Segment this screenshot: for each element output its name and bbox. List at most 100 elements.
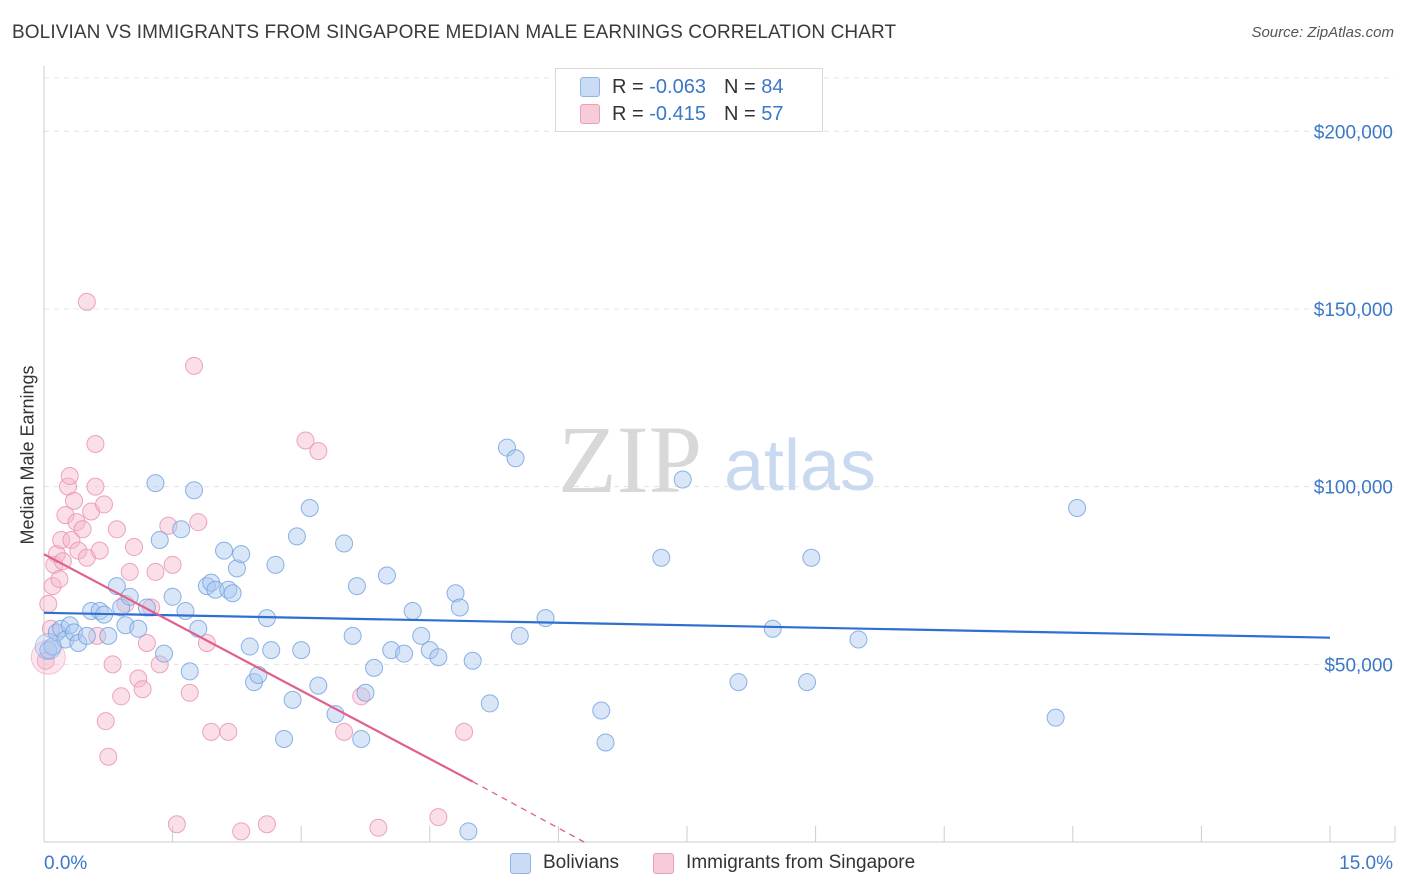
n-value: 84 xyxy=(761,75,784,98)
bolivians-point xyxy=(763,619,782,638)
bolivians-point xyxy=(412,626,431,645)
singapore-point xyxy=(103,655,122,674)
bolivians-point xyxy=(365,658,384,677)
legend-item-bolivians: Bolivians xyxy=(510,852,619,874)
bolivians-point xyxy=(176,602,195,621)
bolivians-point xyxy=(232,545,251,564)
bolivians-swatch xyxy=(580,77,600,97)
singapore-point xyxy=(163,555,182,574)
singapore-point xyxy=(296,431,315,450)
bolivians-point xyxy=(189,619,208,638)
singapore-point xyxy=(107,520,126,539)
bolivians-point xyxy=(227,559,246,578)
bolivians-point xyxy=(343,626,362,645)
bolivians-point xyxy=(596,733,615,752)
bolivians-point xyxy=(403,602,422,621)
stats-legend: R = -0.063 N = 84 R = -0.415 N = 57 xyxy=(555,68,823,132)
bolivians-point xyxy=(429,648,448,667)
bolivians-point xyxy=(729,673,748,692)
bolivians-point xyxy=(673,470,692,489)
legend-label: Bolivians xyxy=(543,852,620,873)
bolivians-point xyxy=(99,626,118,645)
bolivians-point xyxy=(185,481,204,500)
singapore-point xyxy=(335,722,354,741)
bolivians-point xyxy=(275,729,294,748)
stats-legend-row-singapore: R = -0.415 N = 57 xyxy=(580,102,783,126)
r-label: R = xyxy=(612,75,644,98)
singapore-point xyxy=(39,594,58,613)
bolivians-point xyxy=(309,676,328,695)
bolivians-point xyxy=(129,619,148,638)
singapore-legend-swatch xyxy=(653,852,675,874)
bolivians-point xyxy=(146,474,165,493)
y-tick-label: $200,000 xyxy=(1314,122,1393,143)
bolivians-point xyxy=(506,449,525,468)
bolivians-point xyxy=(283,690,302,709)
bolivians-point xyxy=(352,729,371,748)
x-tick-label: 0.0% xyxy=(44,853,87,874)
singapore-point xyxy=(167,815,186,834)
singapore-point xyxy=(125,538,144,557)
bolivians-point xyxy=(77,626,96,645)
singapore-point xyxy=(41,619,60,638)
bolivians-point xyxy=(215,541,234,560)
n-value: 57 xyxy=(761,102,784,125)
bolivians-point xyxy=(223,584,242,603)
bolivians-point xyxy=(172,520,191,539)
y-tick-label: $100,000 xyxy=(1314,478,1393,499)
bolivians-point xyxy=(1068,498,1087,517)
bolivians-point xyxy=(652,548,671,567)
singapore-point xyxy=(52,530,71,549)
singapore-point xyxy=(99,747,118,766)
tick-labels: $50,000 $100,000 $150,000 $200,000 0.0% 15.0% xyxy=(44,122,1393,874)
r-label: R = xyxy=(612,102,644,125)
singapore-trend-line xyxy=(43,553,474,783)
singapore-point xyxy=(86,435,105,454)
singapore-point xyxy=(232,822,251,841)
bolivians-trend-line xyxy=(43,611,1331,639)
singapore-trend-extension xyxy=(472,781,585,843)
bolivians-point xyxy=(480,694,499,713)
singapore-point xyxy=(77,292,96,311)
singapore-point xyxy=(257,815,276,834)
bolivians-point xyxy=(592,701,611,720)
bolivians-point xyxy=(206,580,225,599)
singapore-point xyxy=(43,577,62,596)
singapore-point xyxy=(73,520,92,539)
bolivians-point xyxy=(395,644,414,663)
legend-label: Immigrants from Singapore xyxy=(686,852,916,873)
bolivians-point xyxy=(150,530,169,549)
series-singapore-points xyxy=(30,292,474,841)
x-tick-label: 15.0% xyxy=(1339,853,1393,874)
r-value: -0.063 xyxy=(649,75,706,98)
bolivians-point xyxy=(287,527,306,546)
bolivians-point xyxy=(347,577,366,596)
bolivians-point xyxy=(450,598,469,617)
singapore-swatch xyxy=(580,104,600,124)
bolivians-point xyxy=(459,822,478,841)
bolivians-point xyxy=(510,626,529,645)
chart-title: BOLIVIAN VS IMMIGRANTS FROM SINGAPORE ME… xyxy=(12,22,897,43)
bolivians-point xyxy=(137,598,156,617)
singapore-point xyxy=(429,808,448,827)
singapore-point xyxy=(369,818,388,837)
singapore-point xyxy=(96,712,115,731)
bolivians-point xyxy=(292,641,311,660)
bolivians-point xyxy=(155,644,174,663)
stats-legend-row-bolivians: R = -0.063 N = 84 xyxy=(580,75,783,99)
singapore-point xyxy=(150,655,169,674)
bolivians-legend-swatch xyxy=(510,852,531,874)
singapore-point xyxy=(202,722,221,741)
singapore-point xyxy=(455,722,474,741)
singapore-point xyxy=(120,562,139,581)
y-tick-label: $50,000 xyxy=(1324,655,1393,676)
bolivians-point xyxy=(266,555,285,574)
bolivians-point xyxy=(1046,708,1065,727)
source-label: Source: ZipAtlas.com xyxy=(1251,24,1394,41)
singapore-point xyxy=(67,513,86,532)
series-legend: Bolivians Immigrants from Singapore xyxy=(510,852,949,874)
bolivians-point xyxy=(802,548,821,567)
bolivians-point xyxy=(849,630,868,649)
singapore-point xyxy=(129,669,148,688)
singapore-point xyxy=(95,495,114,514)
